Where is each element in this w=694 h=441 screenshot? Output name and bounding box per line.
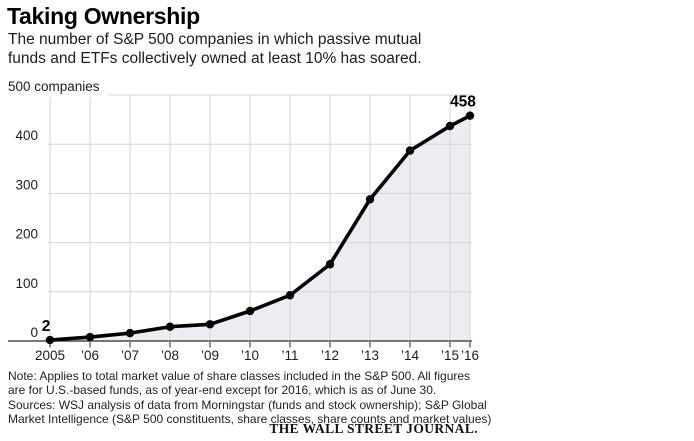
x-axis-label: ’14 — [401, 348, 420, 363]
x-axis-label: ’08 — [161, 348, 179, 363]
data-point — [365, 195, 375, 204]
footnote-line: Sources: WSJ analysis of data from Morni… — [8, 397, 487, 412]
data-point — [245, 306, 255, 316]
x-axis-label: ’11 — [281, 348, 298, 363]
series-line — [48, 113, 472, 342]
data-point — [445, 121, 455, 131]
data-point — [85, 332, 95, 342]
y-axis-unit-label: 500 companies — [8, 79, 108, 97]
y-axis-label: 0 — [30, 325, 38, 340]
data-point — [405, 146, 415, 155]
wsj-credit: THE WALL STREET JOURNAL. — [269, 421, 478, 436]
data-point — [325, 260, 335, 269]
footnote-line: are for U.S.-based funds, as of year-end… — [8, 383, 437, 398]
chart-subtitle: The number of S&P 500 companies in which… — [8, 31, 422, 68]
footnote: Note: Applies to total market value of s… — [8, 369, 491, 427]
footnote-line: Market Intelligence (S&P 500 constituent… — [8, 412, 492, 427]
y-axis-label: 400 — [15, 128, 38, 143]
data-point — [285, 291, 295, 300]
x-axis-label: ’06 — [81, 348, 99, 363]
data-point — [125, 328, 135, 338]
data-point — [45, 335, 55, 345]
x-axis-label: ’15 — [441, 348, 459, 363]
chart-title: Taking Ownership — [7, 3, 200, 29]
data-point — [205, 320, 215, 329]
y-axis-label: 300 — [15, 177, 38, 192]
x-axis-label: ’09 — [201, 348, 219, 363]
y-axis-label: 100 — [15, 276, 38, 291]
point-label-last: 458 — [450, 94, 476, 111]
data-point — [165, 322, 175, 331]
x-axis-label: ’13 — [361, 348, 379, 363]
chart-subtitle-line: funds and ETFs collectively owned at lea… — [8, 49, 422, 67]
x-axis-label: ’12 — [321, 348, 339, 363]
x-axis-label: ’10 — [241, 348, 259, 363]
x-axis-label: 2005 — [35, 348, 65, 363]
chart-subtitle-line: The number of S&P 500 companies in which… — [8, 31, 422, 48]
y-axis-label: 200 — [15, 227, 38, 242]
x-axis-label: ’07 — [121, 348, 139, 363]
point-label-first: 2 — [42, 318, 51, 335]
x-axis-label: ’16 — [461, 348, 479, 363]
area-fill — [50, 115, 470, 341]
data-point — [465, 111, 475, 120]
footnote-line: Note: Applies to total market value of s… — [8, 369, 471, 383]
